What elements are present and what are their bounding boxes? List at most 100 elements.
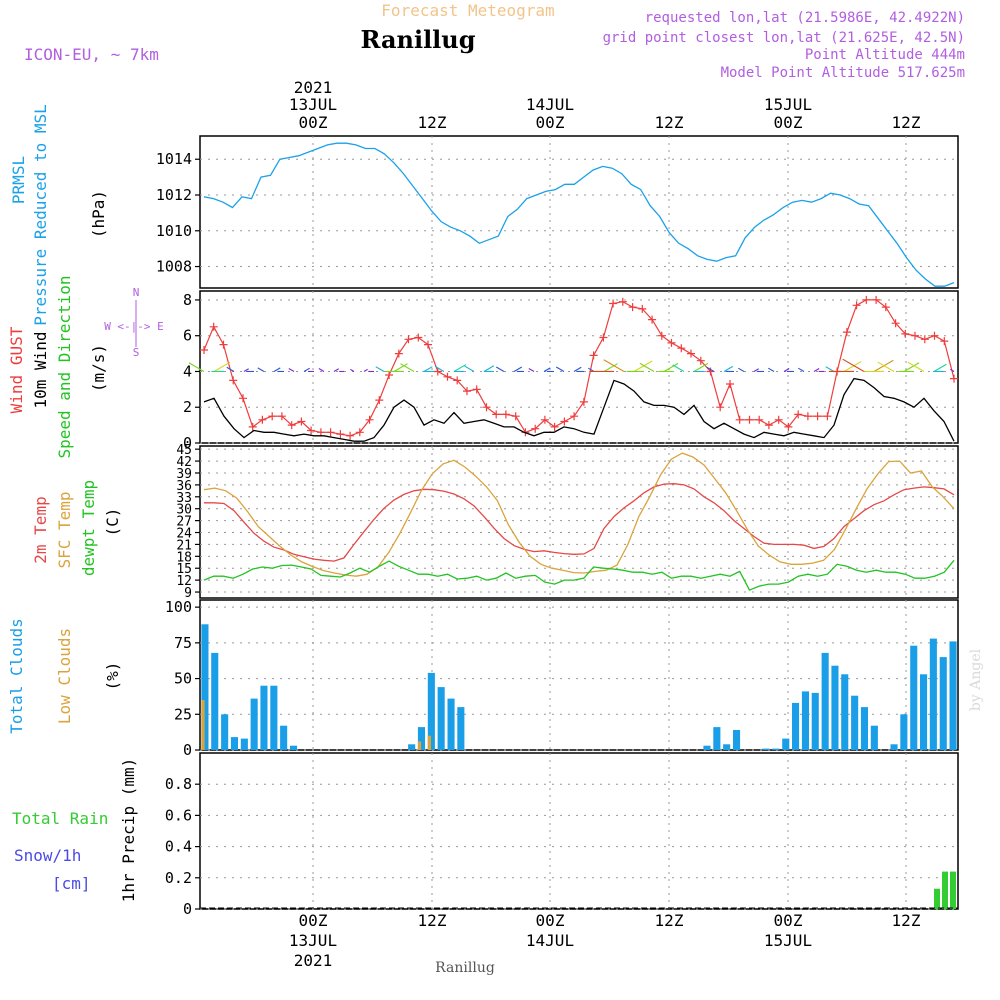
rain-bar	[942, 871, 948, 909]
total-cloud-bar	[801, 691, 809, 750]
wind-direction-arrow	[213, 361, 231, 372]
y-tick-label: 75	[174, 634, 192, 652]
wind-gust-marker	[326, 428, 335, 437]
panel-frame	[199, 599, 959, 751]
dewpt-temp-label: dewpt Temp	[79, 480, 98, 576]
wind-gust-marker	[599, 333, 608, 342]
y-tick-label: 0	[183, 741, 192, 759]
y-tick-label: 39	[176, 467, 192, 482]
wind-gust-marker	[677, 344, 686, 353]
wind-direction-arrow	[603, 363, 618, 372]
wind-gust-marker	[453, 376, 462, 385]
wind-gust-marker	[501, 410, 510, 419]
total-cloud-bar	[221, 714, 229, 750]
wind-gust-marker	[764, 421, 773, 430]
wind-gust-marker	[696, 356, 705, 365]
wind-gust-marker	[268, 412, 277, 421]
wind-direction-arrow	[495, 366, 505, 372]
bottom-hour-label: 00Z	[774, 911, 803, 930]
total-cloud-bar	[260, 685, 268, 750]
wind-gust-marker	[813, 412, 822, 421]
pressure-unit: (hPa)	[89, 190, 108, 238]
wind-direction-arrow	[350, 368, 355, 372]
wind-gust-marker	[375, 396, 384, 405]
wind-gust-marker	[540, 415, 549, 424]
wind-gust-marker	[920, 335, 929, 344]
total-cloud-bar	[408, 744, 416, 750]
wind-direction-arrow	[573, 366, 582, 372]
total-cloud-bar	[900, 714, 908, 750]
wind-direction-arrow	[950, 368, 955, 372]
wind-gust-marker	[297, 417, 306, 426]
wind-gust-marker	[511, 412, 520, 421]
total-cloud-bar	[910, 645, 918, 750]
wind-gust-marker	[940, 337, 949, 346]
wind-gust-marker	[930, 331, 939, 340]
wind-direction-arrow	[423, 366, 433, 372]
wind-gust-marker	[258, 415, 267, 424]
wind-direction-arrow	[243, 368, 249, 372]
total-rain-label: Total Rain	[12, 809, 108, 828]
y-tick-label: 6	[183, 327, 192, 345]
wind-gust-marker	[881, 303, 890, 312]
wind-direction-arrow	[434, 365, 445, 372]
wind-gust-marker	[774, 415, 783, 424]
wind-direction-arrow	[453, 364, 467, 372]
y-tick-label: 8	[183, 291, 192, 309]
temperature-panel-labels: 2m Temp SFC Temp dewpt Temp (C)	[31, 480, 122, 576]
total-cloud-bar	[841, 674, 849, 750]
sfc-temp-label: SFC Temp	[55, 491, 74, 568]
wind-gust-marker	[891, 319, 900, 328]
wind-gust-marker	[239, 394, 247, 403]
wind-direction-arrow	[603, 359, 625, 372]
total-cloud-bar	[713, 727, 721, 750]
wind-gust-marker	[638, 304, 647, 313]
wind10m-label: 10m Wind	[31, 331, 50, 408]
wind-direction-arrow	[825, 366, 835, 372]
model-point-altitude: Model Point Altitude 517.625m	[721, 65, 965, 81]
total-cloud-bar	[851, 695, 859, 750]
wind-gust-marker	[463, 387, 471, 396]
wind-gust-marker	[472, 385, 481, 394]
wind-direction-arrow	[400, 363, 415, 372]
bottom-hour-label: 00Z	[299, 911, 328, 930]
total-cloud-bar	[733, 730, 741, 750]
top-year-label: 2021	[294, 78, 333, 97]
total-cloud-bar	[211, 652, 219, 750]
wind-gust-marker	[414, 333, 423, 342]
wind-direction-arrow	[513, 366, 523, 372]
wind-direction-arrow	[933, 363, 947, 372]
total-cloud-bar	[782, 738, 790, 750]
y-tick-label: 21	[176, 538, 192, 553]
total-cloud-bar	[457, 707, 465, 750]
bottom-date-14jul: 14JUL	[526, 931, 574, 950]
wind-direction-arrow	[257, 367, 265, 372]
wind-direction-arrow	[903, 362, 920, 372]
wind-gust-marker	[687, 349, 695, 358]
wind-gust-label: Wind GUST	[7, 326, 26, 413]
footer-location: Ranillug	[435, 960, 495, 976]
y-tick-label: 1010	[156, 222, 192, 240]
y-tick-label: 0.6	[165, 806, 192, 824]
total-cloud-bar	[831, 665, 839, 750]
wind-gust-marker	[229, 376, 238, 385]
snow-label: Snow/1h	[14, 846, 81, 865]
wind-gust-marker	[784, 422, 793, 431]
plot-area: 1014101210101008864204542393633302724211…	[156, 135, 959, 918]
wind-direction-arrow	[723, 365, 734, 372]
wind-direction-arrow	[226, 366, 235, 372]
total-cloud-bar	[703, 745, 711, 750]
total-cloud-bar	[920, 674, 928, 750]
y-tick-label: 0.8	[165, 775, 192, 793]
wind-gust-marker	[901, 329, 910, 338]
y-tick-label: 1012	[156, 186, 192, 204]
total-cloud-bar	[270, 685, 278, 750]
dewpt-temp-line	[203, 559, 955, 591]
wind-gust-marker	[657, 331, 666, 340]
wind-gust-marker	[911, 331, 919, 340]
wind-direction-label: Speed and Direction	[55, 275, 74, 458]
bottom-hour-label: 12Z	[418, 911, 447, 930]
model-label: ICON-EU, ~ 7km	[24, 45, 159, 64]
temp2m-line	[204, 483, 955, 562]
